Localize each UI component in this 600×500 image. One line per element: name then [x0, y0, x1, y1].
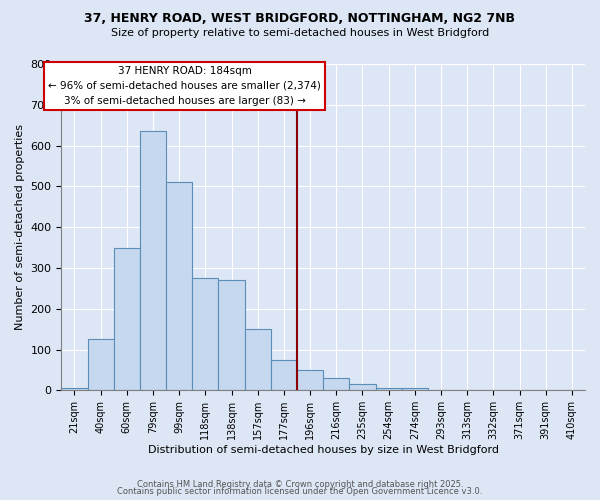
Bar	[245, 329, 271, 390]
Bar	[349, 384, 376, 390]
Bar	[88, 340, 114, 390]
Bar	[271, 360, 297, 390]
Bar	[193, 278, 218, 390]
Bar	[61, 388, 88, 390]
Bar	[323, 378, 349, 390]
Text: Contains public sector information licensed under the Open Government Licence v3: Contains public sector information licen…	[118, 487, 482, 496]
Bar	[376, 388, 402, 390]
Bar	[140, 132, 166, 390]
Bar	[218, 280, 245, 390]
Bar	[402, 388, 428, 390]
Bar	[297, 370, 323, 390]
Text: Contains HM Land Registry data © Crown copyright and database right 2025.: Contains HM Land Registry data © Crown c…	[137, 480, 463, 489]
Text: 37 HENRY ROAD: 184sqm
← 96% of semi-detached houses are smaller (2,374)
3% of se: 37 HENRY ROAD: 184sqm ← 96% of semi-deta…	[48, 66, 321, 106]
Text: 37, HENRY ROAD, WEST BRIDGFORD, NOTTINGHAM, NG2 7NB: 37, HENRY ROAD, WEST BRIDGFORD, NOTTINGH…	[85, 12, 515, 26]
X-axis label: Distribution of semi-detached houses by size in West Bridgford: Distribution of semi-detached houses by …	[148, 445, 499, 455]
Bar	[114, 248, 140, 390]
Text: Size of property relative to semi-detached houses in West Bridgford: Size of property relative to semi-detach…	[111, 28, 489, 38]
Bar	[166, 182, 193, 390]
Y-axis label: Number of semi-detached properties: Number of semi-detached properties	[15, 124, 25, 330]
